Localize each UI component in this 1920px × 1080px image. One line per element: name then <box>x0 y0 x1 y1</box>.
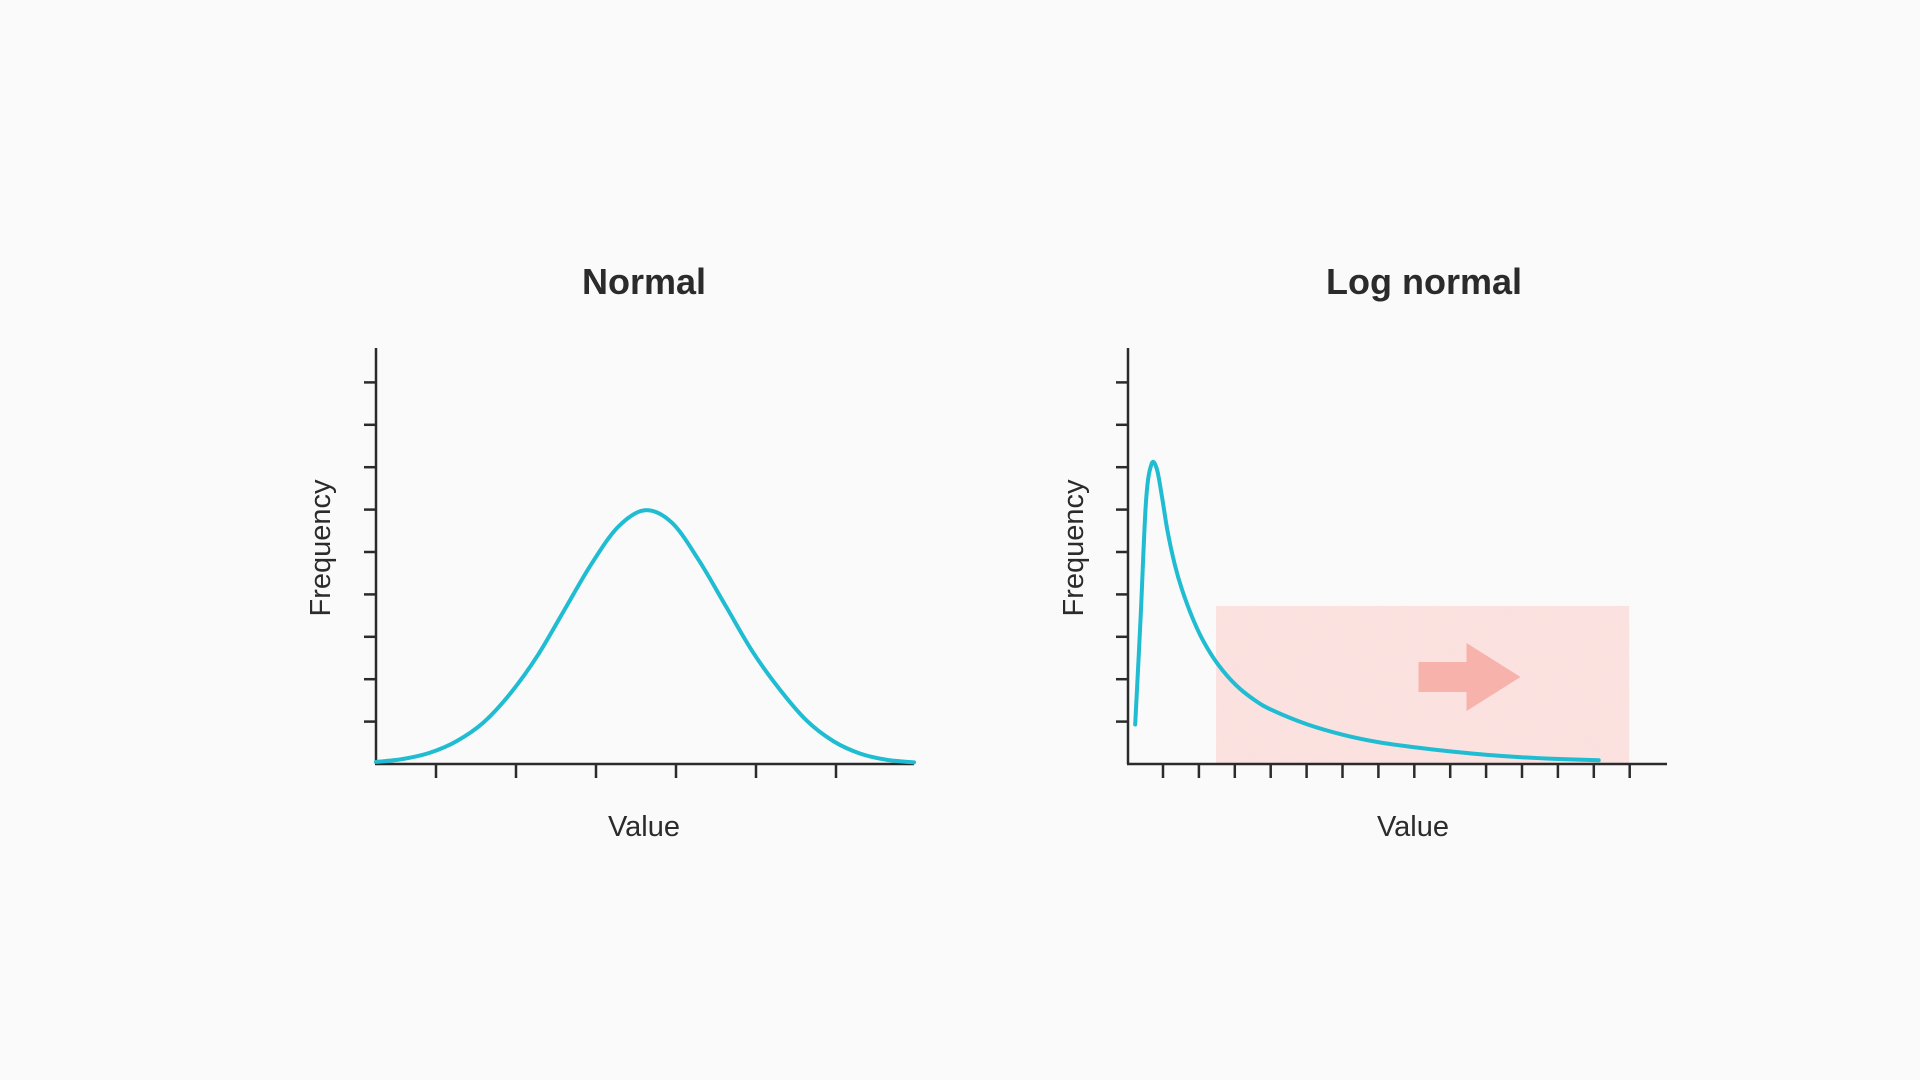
figure-canvas: Normal Frequency Value Log normal Freque… <box>0 0 1920 1080</box>
chart-title: Log normal <box>1326 261 1522 302</box>
x-axis-label: Value <box>1377 811 1449 843</box>
y-axis-label: Frequency <box>1058 479 1090 617</box>
chart-title: Normal <box>582 261 706 302</box>
y-axis-label: Frequency <box>305 479 337 617</box>
x-axis-label: Value <box>608 811 680 843</box>
background <box>0 0 1920 1080</box>
